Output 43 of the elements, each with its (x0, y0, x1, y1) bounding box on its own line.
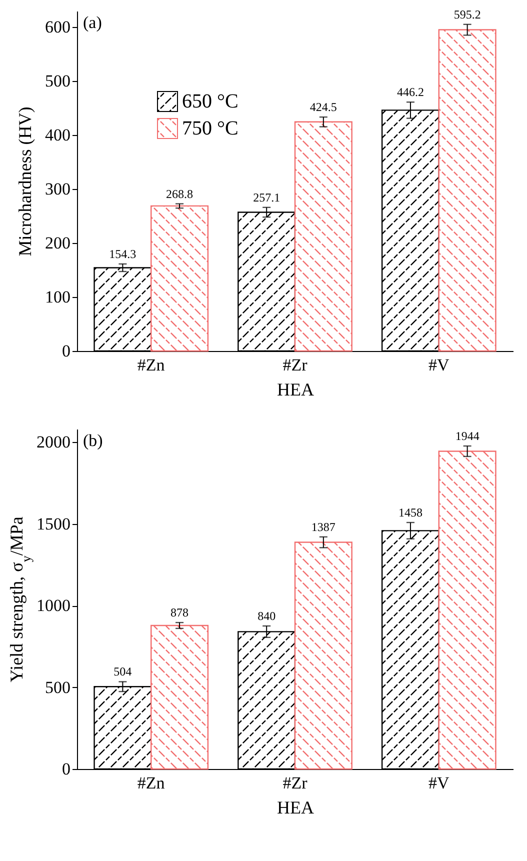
legend-label: 750 °C (182, 118, 238, 140)
bar (438, 450, 496, 770)
data-label: 878 (170, 606, 189, 620)
data-label: 1458 (398, 506, 422, 520)
y-tick-label: 1000 (36, 596, 70, 616)
data-label: 840 (258, 608, 276, 623)
y-tick-label: 0 (62, 342, 70, 360)
chart-title: (a) (83, 13, 102, 32)
y-tick-label: 1500 (36, 514, 70, 534)
bar (294, 121, 352, 352)
legend-label: 650 °C (182, 90, 238, 112)
y-tick-label: 0 (62, 760, 70, 778)
bar (294, 542, 352, 770)
x-tick-label: #V (428, 774, 450, 792)
y-tick-label: 300 (45, 180, 70, 199)
x-tick-label: #Zr (282, 356, 308, 374)
data-label: 1387 (311, 520, 336, 534)
y-tick-label: 600 (45, 18, 70, 37)
y-tick-label: 500 (45, 72, 70, 91)
y-tick-label: 200 (45, 234, 70, 253)
data-label: 504 (114, 664, 132, 679)
data-label: 268.8 (166, 186, 194, 201)
x-tick-label: #V (428, 356, 450, 374)
y-tick-label: 100 (45, 288, 70, 307)
chart-title: (b) (83, 431, 103, 450)
bar (438, 29, 496, 352)
data-label: 257.1 (253, 190, 280, 204)
bar (150, 624, 209, 770)
y-tick-label: 2000 (36, 432, 70, 452)
data-label: 595.2 (454, 7, 481, 22)
x-axis-title: HEA (277, 798, 314, 818)
bar (150, 205, 209, 352)
y-tick-label: 400 (45, 126, 70, 145)
x-tick-label: #Zr (282, 774, 308, 792)
y-tick-label: 500 (45, 678, 70, 697)
x-tick-label: #Zn (137, 774, 166, 792)
data-label: 424.5 (310, 100, 337, 114)
data-label: 154.3 (109, 246, 136, 261)
data-label: 1944 (455, 429, 480, 443)
y-axis-title: Microhardness (HV) (15, 106, 35, 256)
x-axis-title: HEA (277, 380, 314, 400)
data-label: 446.2 (396, 85, 424, 100)
x-tick-label: #Zn (137, 356, 166, 374)
